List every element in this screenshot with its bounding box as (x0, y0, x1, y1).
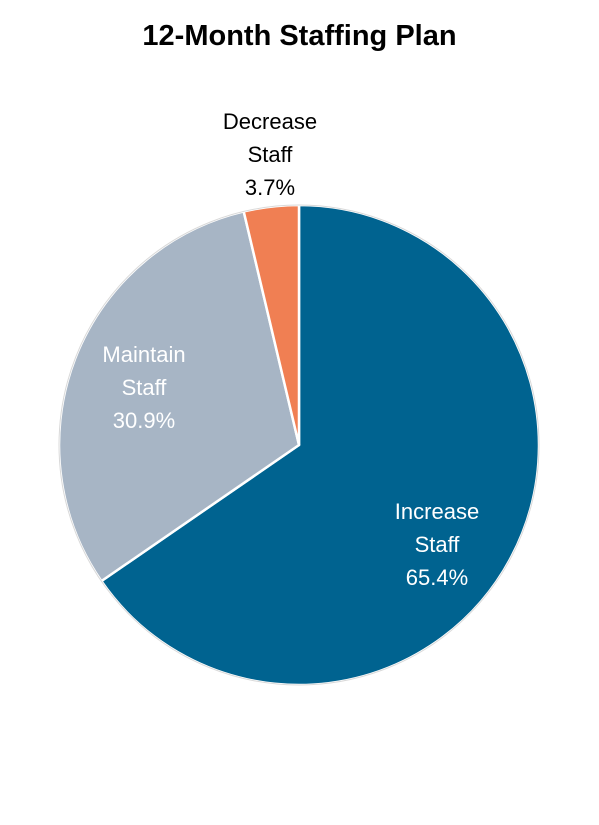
slice-name-label: Decrease (223, 109, 317, 134)
slice-label-decrease-staff: Decrease Staff 3.7% (223, 109, 317, 200)
slice-value-label: 30.9% (113, 408, 175, 433)
pie-slices (57, 203, 541, 687)
slice-name-label: Staff (248, 142, 294, 167)
slice-value-label: 3.7% (245, 175, 295, 200)
slice-label-increase-staff: Increase Staff 65.4% (395, 499, 479, 590)
slice-name-label: Maintain (102, 342, 185, 367)
pie-labels: Increase Staff 65.4% Maintain Staff 30.9% Decr… (102, 109, 479, 590)
slice-name-label: Staff (122, 375, 168, 400)
slice-label-maintain-staff: Maintain Staff 30.9% (102, 342, 185, 433)
pie-outline (58, 204, 540, 686)
slice-name-label: Staff (415, 532, 461, 557)
chart-title: 12-Month Staffing Plan (142, 20, 457, 52)
slice-name-label: Increase (395, 499, 479, 524)
slice-value-label: 65.4% (406, 565, 468, 590)
